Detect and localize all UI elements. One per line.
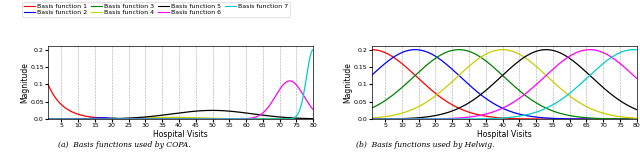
X-axis label: Hospital Visits: Hospital Visits xyxy=(153,130,208,139)
Text: (b)  Basis functions used by Helwig.: (b) Basis functions used by Helwig. xyxy=(356,141,495,149)
Legend: Basis function 1, Basis function 2, Basis function 3, Basis function 4, Basis fu: Basis function 1, Basis function 2, Basi… xyxy=(22,1,290,17)
Y-axis label: Magnitude: Magnitude xyxy=(20,62,29,103)
Y-axis label: Magnitude: Magnitude xyxy=(344,62,353,103)
Text: (a)  Basis functions used by COPA.: (a) Basis functions used by COPA. xyxy=(58,141,191,149)
X-axis label: Hospital Visits: Hospital Visits xyxy=(477,130,532,139)
